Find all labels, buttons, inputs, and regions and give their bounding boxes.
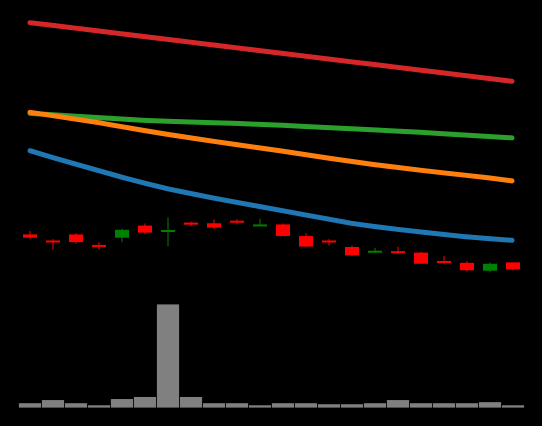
volume-bar — [41, 399, 65, 409]
volume-bar — [18, 402, 42, 409]
candle-body — [391, 251, 405, 254]
candle-body — [207, 223, 221, 228]
candle-body — [23, 234, 37, 238]
candle — [230, 219, 244, 225]
volume-bar — [340, 403, 364, 409]
volume-bar — [363, 402, 387, 409]
candle — [46, 239, 60, 250]
candle-body — [69, 234, 83, 243]
volume-bar — [478, 401, 502, 409]
candle-body — [414, 252, 428, 264]
candle — [207, 219, 221, 230]
volume-bar — [409, 402, 433, 409]
volume-bar — [202, 402, 226, 409]
volume-bar — [501, 404, 525, 409]
candle-body — [46, 240, 60, 243]
volume-bar — [317, 403, 341, 409]
volume-bar — [87, 404, 111, 409]
candle — [161, 217, 175, 247]
candle — [69, 233, 83, 244]
volume-bar — [156, 303, 180, 409]
candle-body — [161, 230, 175, 233]
volume-bar — [225, 402, 249, 409]
candle — [253, 218, 267, 227]
candle-body — [230, 220, 244, 223]
volume-bar — [64, 402, 88, 409]
volume-bar — [294, 402, 318, 409]
candle — [506, 262, 520, 271]
volume-bar — [179, 396, 203, 409]
candle — [184, 221, 198, 227]
candle — [414, 251, 428, 264]
candle — [115, 228, 129, 243]
candle-body — [322, 240, 336, 243]
candle — [322, 239, 336, 246]
moving-average-line-4 — [27, 148, 515, 243]
moving-average-lines — [27, 20, 515, 243]
candle — [299, 233, 313, 248]
candle-body — [253, 224, 267, 227]
candle-body — [437, 260, 451, 263]
moving-average-line-3 — [27, 109, 515, 184]
candle-body — [184, 222, 198, 225]
candlesticks — [23, 217, 520, 273]
volume-bar — [248, 404, 272, 409]
candle — [391, 246, 405, 254]
candle — [138, 223, 152, 235]
candle-body — [299, 236, 313, 247]
volume-bar — [110, 398, 134, 409]
candle-body — [115, 229, 129, 238]
candle — [23, 231, 37, 240]
candle — [368, 247, 382, 254]
candle — [345, 245, 359, 256]
volume-bar — [432, 402, 456, 409]
candle — [92, 242, 106, 250]
candle — [460, 260, 474, 272]
candle-body — [506, 262, 520, 270]
candle — [437, 255, 451, 264]
candle-body — [368, 250, 382, 253]
candle-body — [483, 263, 497, 271]
candle-body — [345, 247, 359, 256]
candle — [483, 262, 497, 273]
candle-body — [276, 224, 290, 237]
volume-bar — [455, 402, 479, 409]
volume-bar — [271, 402, 295, 409]
candle — [276, 223, 290, 237]
candle-body — [460, 262, 474, 271]
moving-average-line-2 — [27, 110, 515, 141]
volume-bars — [18, 303, 525, 409]
candle-body — [138, 225, 152, 233]
moving-average-line-1 — [27, 20, 515, 84]
volume-bar — [133, 396, 157, 409]
candle-body — [92, 244, 106, 247]
volume-bar — [386, 399, 410, 409]
